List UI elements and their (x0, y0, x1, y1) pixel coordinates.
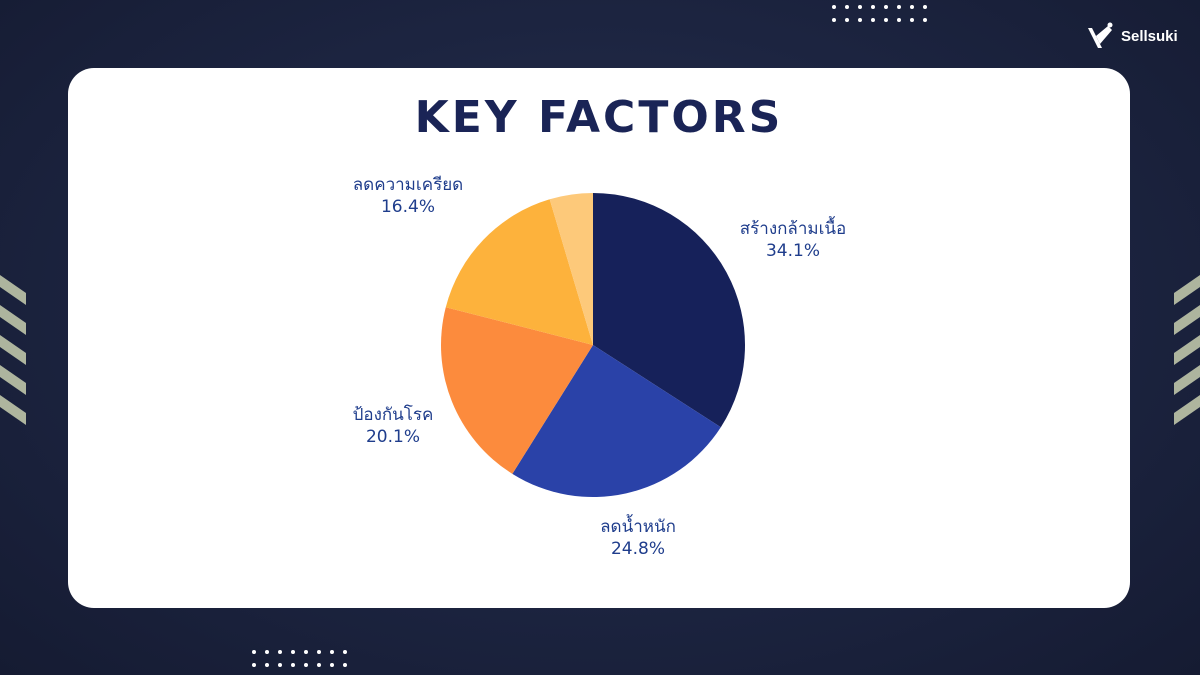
chart-card: KEY FACTORS สร้างกล้ามเนื้อ 34.1% ลดน้ำห… (68, 68, 1130, 608)
pie-slice-0 (593, 193, 745, 428)
decor-dot (910, 5, 914, 9)
decor-dot (845, 18, 849, 22)
slice-label-2-name: ป้องกันโรค (352, 405, 434, 425)
decor-dot (330, 663, 334, 667)
decor-dot (252, 650, 256, 654)
decor-dot (265, 650, 269, 654)
decor-dot (845, 5, 849, 9)
brand-name: Sellsuki (1121, 27, 1178, 45)
decor-dot (832, 18, 836, 22)
slice-label-0-name: สร้างกล้ามเนื้อ (739, 219, 847, 239)
slice-label-1: ลดน้ำหนัก 24.8% (568, 516, 708, 560)
decor-dot (923, 18, 927, 22)
slice-label-0: สร้างกล้ามเนื้อ 34.1% (708, 218, 878, 262)
decor-dot (317, 663, 321, 667)
slice-label-2-value: 20.1% (365, 427, 420, 447)
decor-dot (330, 650, 334, 654)
decor-dot (304, 663, 308, 667)
slice-label-1-name: ลดน้ำหนัก (600, 517, 676, 537)
decor-dot (291, 650, 295, 654)
decor-dot (252, 663, 256, 667)
decor-dot (871, 5, 875, 9)
decor-dot (923, 5, 927, 9)
decor-dot (871, 18, 875, 22)
decor-stripes-left (0, 275, 26, 425)
decor-dot (278, 650, 282, 654)
decor-dot (910, 18, 914, 22)
decor-dot (343, 650, 347, 654)
decor-stripes-right (1174, 275, 1200, 425)
slice-label-0-value: 34.1% (765, 241, 820, 261)
slice-label-3-value: 16.4% (380, 197, 435, 217)
decor-dot (343, 663, 347, 667)
decor-dot (858, 5, 862, 9)
slice-label-1-value: 24.8% (610, 539, 665, 559)
decor-dot (278, 663, 282, 667)
pie-slice-4 (549, 193, 593, 345)
pie-slice-1 (512, 345, 721, 497)
decor-dot (897, 5, 901, 9)
pie-slice-2 (441, 307, 593, 474)
slice-label-3: ลดความเครียด 16.4% (328, 174, 488, 218)
pie-slice-3 (445, 199, 593, 345)
brand-logo: Sellsuki (1086, 22, 1178, 50)
decor-dot (884, 5, 888, 9)
decor-dot (291, 663, 295, 667)
sellsuki-logo-icon (1088, 22, 1113, 48)
decor-dot (304, 650, 308, 654)
decor-dot (265, 663, 269, 667)
decor-dot (317, 650, 321, 654)
pie-chart (441, 193, 745, 497)
decor-dot (884, 18, 888, 22)
chart-title: KEY FACTORS (414, 92, 784, 143)
decor-dot (858, 18, 862, 22)
slice-label-2: ป้องกันโรค 20.1% (323, 404, 463, 448)
slice-label-3-name: ลดความเครียด (352, 175, 464, 195)
decor-dot (897, 18, 901, 22)
decor-dot (832, 5, 836, 9)
